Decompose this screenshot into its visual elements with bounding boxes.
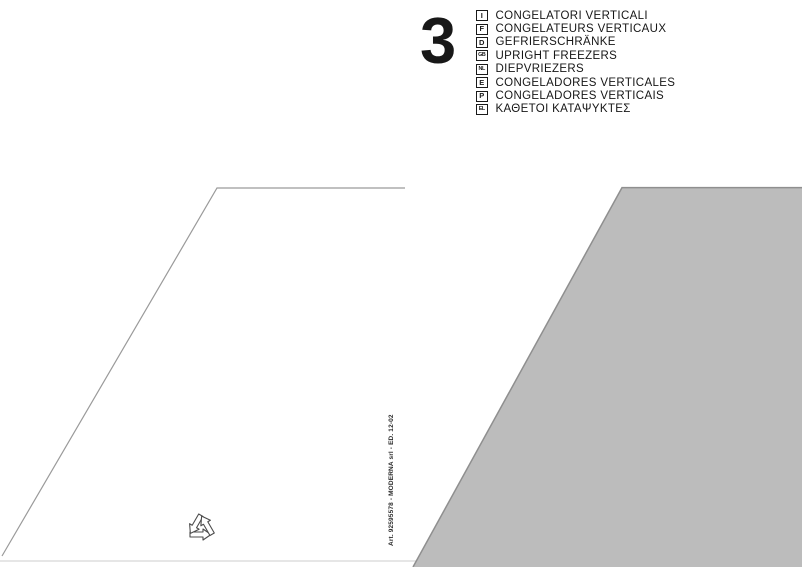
language-row: NL DIEPVRIEZERS	[476, 63, 675, 76]
gray-panel-edge	[412, 186, 802, 567]
language-code-badge: I	[476, 10, 488, 22]
section-number: 3	[420, 4, 456, 77]
language-title: ΚΑΘΕΤΟΙ ΚΑΤΑΨΥΚΤΕΣ	[495, 103, 631, 116]
recycling-icon	[184, 508, 218, 546]
language-list: I CONGELATORI VERTICALI F CONGELATEURS VERT…	[476, 9, 675, 116]
language-code-badge: NL	[476, 63, 488, 75]
language-title: GEFRIERSCHRÄNKE	[495, 36, 616, 49]
language-title: DIEPVRIEZERS	[495, 63, 585, 76]
left-fold-outline	[1, 187, 405, 557]
language-title: CONGELATORI VERTICALI	[495, 9, 648, 22]
language-title: CONGELADORES VERTICALES	[495, 76, 676, 89]
language-row: P CONGELADORES VERTICAIS	[476, 89, 675, 102]
language-title: CONGELADORES VERTICAIS	[495, 90, 665, 103]
language-row: EL ΚΑΘΕΤΟΙ ΚΑΤΑΨΥΚΤΕΣ	[476, 103, 675, 116]
language-row: F CONGELATEURS VERTICAUX	[476, 22, 675, 35]
language-code-badge: GB	[476, 50, 488, 62]
language-code-badge: E	[476, 77, 488, 89]
language-row: GB UPRIGHT FREEZERS	[476, 49, 675, 62]
language-code-badge: EL	[476, 103, 488, 115]
language-row: D GEFRIERSCHRÄNKE	[476, 36, 675, 49]
gray-panel	[413, 187, 802, 567]
language-row: I CONGELATORI VERTICALI	[476, 9, 675, 22]
language-title: UPRIGHT FREEZERS	[495, 49, 618, 62]
language-code-badge: P	[476, 90, 488, 102]
edition-note: Art. 92595578 - MODERNA srl - ED. 12-02	[388, 414, 395, 546]
language-code-badge: D	[476, 36, 488, 48]
language-title: CONGELATEURS VERTICAUX	[495, 23, 667, 36]
language-code-badge: F	[476, 23, 488, 35]
language-row: E CONGELADORES VERTICALES	[476, 76, 675, 89]
